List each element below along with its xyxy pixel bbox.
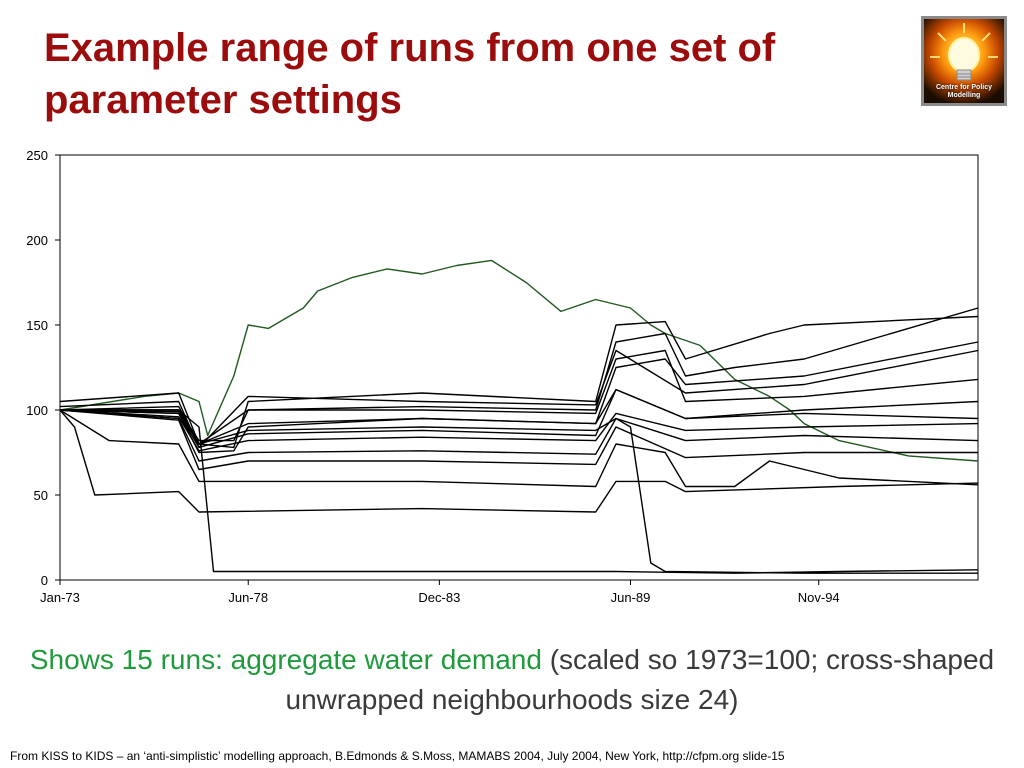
x-axis: Jan-73 Jun-78 Dec-83 Jun-89 Nov-94 bbox=[40, 580, 840, 605]
x-tick-label: Nov-94 bbox=[798, 590, 840, 605]
series-line-13 bbox=[59, 409, 979, 513]
y-tick-label: 0 bbox=[41, 573, 48, 588]
series-layer bbox=[59, 259, 979, 574]
x-tick-label: Jun-89 bbox=[611, 590, 651, 605]
caption-highlight: Shows 15 runs: aggregate water demand bbox=[29, 644, 542, 675]
y-tick-label: 200 bbox=[26, 233, 48, 248]
footer-citation: From KISS to KIDS – an ‘anti-simplistic’… bbox=[10, 749, 785, 763]
y-tick-label: 100 bbox=[26, 403, 48, 418]
series-line-12 bbox=[59, 409, 979, 488]
series-line-1 bbox=[59, 259, 979, 462]
slide-title: Example range of runs from one set of pa… bbox=[44, 26, 776, 122]
series-line-9 bbox=[59, 409, 979, 452]
x-tick-label: Jun-78 bbox=[228, 590, 268, 605]
logo-text: Centre for Policy Modelling bbox=[935, 84, 992, 99]
series-line-8 bbox=[59, 388, 979, 449]
series-line-10 bbox=[59, 409, 979, 462]
y-tick-label: 250 bbox=[26, 148, 48, 163]
plot-area bbox=[59, 154, 979, 581]
series-line-15 bbox=[59, 409, 978, 574]
y-tick-label: 50 bbox=[34, 488, 48, 503]
x-tick-label: Dec-83 bbox=[418, 590, 460, 605]
cpm-logo: Centre for Policy Modelling bbox=[921, 16, 1007, 106]
lightbulb-icon bbox=[930, 23, 998, 81]
caption-rest: (scaled so 1973=100; cross-shaped unwrap… bbox=[285, 644, 995, 715]
caption: Shows 15 runs: aggregate water demand (s… bbox=[20, 640, 1004, 720]
line-chart: 0 50 100 150 200 250 Jan-73 Jun-78 Dec-83 Jun-89… bbox=[26, 148, 979, 605]
series-line-2 bbox=[60, 307, 979, 442]
y-axis: 0 50 100 150 200 250 bbox=[26, 148, 60, 588]
y-tick-label: 150 bbox=[26, 318, 48, 333]
series-line-11 bbox=[59, 409, 978, 471]
x-tick-label: Jan-73 bbox=[40, 590, 80, 605]
